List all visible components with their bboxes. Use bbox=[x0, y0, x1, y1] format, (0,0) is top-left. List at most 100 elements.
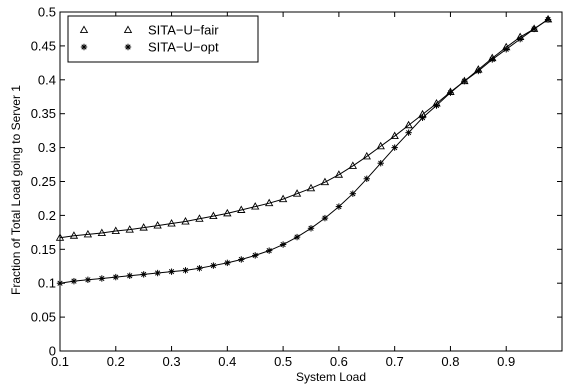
star-stroke bbox=[266, 248, 272, 254]
y-tick-label: 0.1 bbox=[38, 276, 56, 291]
star-stroke bbox=[125, 44, 131, 50]
star-stroke bbox=[531, 26, 537, 32]
data-point-triangle bbox=[278, 194, 288, 203]
x-tick-label: 0.7 bbox=[386, 354, 404, 369]
x-axis-label: System Load bbox=[296, 370, 366, 384]
y-tick-label: 0.35 bbox=[31, 106, 56, 121]
x-tick-label: 0.5 bbox=[274, 354, 292, 369]
y-tick-label: 0 bbox=[49, 344, 56, 359]
data-point-triangle bbox=[209, 211, 218, 220]
y-tick-label: 0.5 bbox=[38, 5, 56, 20]
data-point-triangle bbox=[69, 231, 79, 239]
star-stroke bbox=[182, 267, 189, 273]
data-point-triangle bbox=[111, 226, 120, 234]
star-stroke bbox=[141, 271, 147, 278]
data-point-triangle bbox=[195, 214, 204, 222]
series-layer bbox=[55, 14, 553, 287]
data-point-star bbox=[112, 273, 119, 281]
data-point-star bbox=[475, 67, 482, 75]
data-point-star bbox=[335, 203, 343, 210]
data-point-star bbox=[544, 16, 552, 23]
star-stroke bbox=[113, 274, 119, 280]
data-point-star bbox=[196, 265, 203, 272]
data-point-star bbox=[224, 259, 231, 267]
x-tick-label: 0.1 bbox=[51, 354, 69, 369]
data-point-star bbox=[530, 25, 538, 33]
legend-box bbox=[67, 15, 259, 63]
star-stroke bbox=[294, 234, 300, 240]
data-point-star bbox=[503, 46, 510, 53]
star-stroke bbox=[336, 203, 342, 210]
legend: SITA−U−fair SITA−U−opt bbox=[67, 15, 259, 63]
data-point-star bbox=[70, 277, 78, 285]
y-tick-label: 0.15 bbox=[31, 242, 56, 257]
star-stroke bbox=[252, 252, 258, 259]
star-stroke bbox=[364, 176, 370, 182]
y-tick-label: 0.4 bbox=[38, 72, 56, 87]
data-point-star bbox=[265, 247, 273, 254]
data-point-star bbox=[182, 267, 189, 274]
data-point-triangle bbox=[251, 202, 260, 210]
data-point-star bbox=[80, 43, 88, 51]
x-tick-label: 0.3 bbox=[163, 354, 181, 369]
data-point-star bbox=[84, 276, 92, 284]
data-point-triangle bbox=[79, 25, 89, 33]
data-point-star bbox=[516, 35, 524, 43]
data-point-star bbox=[419, 114, 426, 121]
star-stroke bbox=[280, 241, 286, 248]
data-point-triangle bbox=[264, 198, 274, 207]
x-tick-label: 0.9 bbox=[497, 354, 515, 369]
data-point-star bbox=[405, 129, 412, 136]
data-point-star bbox=[321, 214, 329, 222]
data-point-star bbox=[293, 233, 301, 241]
star-stroke bbox=[308, 225, 314, 231]
star-stroke bbox=[71, 278, 77, 284]
star-stroke bbox=[517, 36, 523, 42]
star-stroke bbox=[545, 16, 551, 23]
data-point-triangle bbox=[181, 216, 190, 225]
y-tick-label: 0.2 bbox=[38, 208, 56, 223]
data-point-star bbox=[363, 175, 370, 182]
data-point-triangle bbox=[320, 177, 330, 186]
star-stroke bbox=[85, 277, 91, 283]
data-point-triangle bbox=[139, 223, 148, 231]
data-point-triangle bbox=[123, 25, 133, 33]
data-point-triangle bbox=[306, 183, 316, 192]
star-stroke bbox=[489, 56, 495, 63]
data-point-star bbox=[126, 272, 133, 279]
data-point-triangle bbox=[390, 131, 399, 140]
data-point-star bbox=[447, 89, 454, 96]
star-stroke bbox=[503, 46, 509, 52]
x-tick-label: 0.6 bbox=[330, 354, 348, 369]
star-stroke bbox=[433, 102, 440, 109]
data-point-star bbox=[154, 269, 161, 277]
star-stroke bbox=[238, 256, 244, 263]
data-point-triangle bbox=[153, 221, 162, 229]
star-stroke bbox=[378, 160, 384, 166]
star-stroke bbox=[99, 275, 105, 282]
axes-layer: 0.1 0.2 0.3 0.4 0.5 0.6 0.7 0.8 0.9 0 0.05 0.1 0.15 0… bbox=[31, 5, 563, 369]
data-point-star bbox=[433, 102, 440, 109]
star-stroke bbox=[127, 273, 133, 279]
x-tick-label: 0.2 bbox=[107, 354, 125, 369]
data-point-star bbox=[238, 256, 245, 263]
star-stroke bbox=[196, 265, 203, 271]
data-point-triangle bbox=[404, 120, 413, 129]
data-point-star bbox=[98, 275, 106, 282]
star-stroke bbox=[81, 44, 87, 50]
data-point-star bbox=[168, 268, 175, 275]
data-point-star bbox=[489, 56, 496, 63]
data-point-star bbox=[461, 77, 468, 85]
star-stroke bbox=[168, 269, 175, 275]
y-tick-label: 0.05 bbox=[31, 310, 56, 325]
data-point-triangle bbox=[237, 205, 246, 213]
data-point-triangle bbox=[167, 219, 176, 227]
star-stroke bbox=[475, 68, 481, 74]
star-stroke bbox=[461, 78, 468, 84]
star-stroke bbox=[224, 260, 230, 266]
star-stroke bbox=[392, 144, 398, 151]
data-point-triangle bbox=[83, 229, 93, 238]
